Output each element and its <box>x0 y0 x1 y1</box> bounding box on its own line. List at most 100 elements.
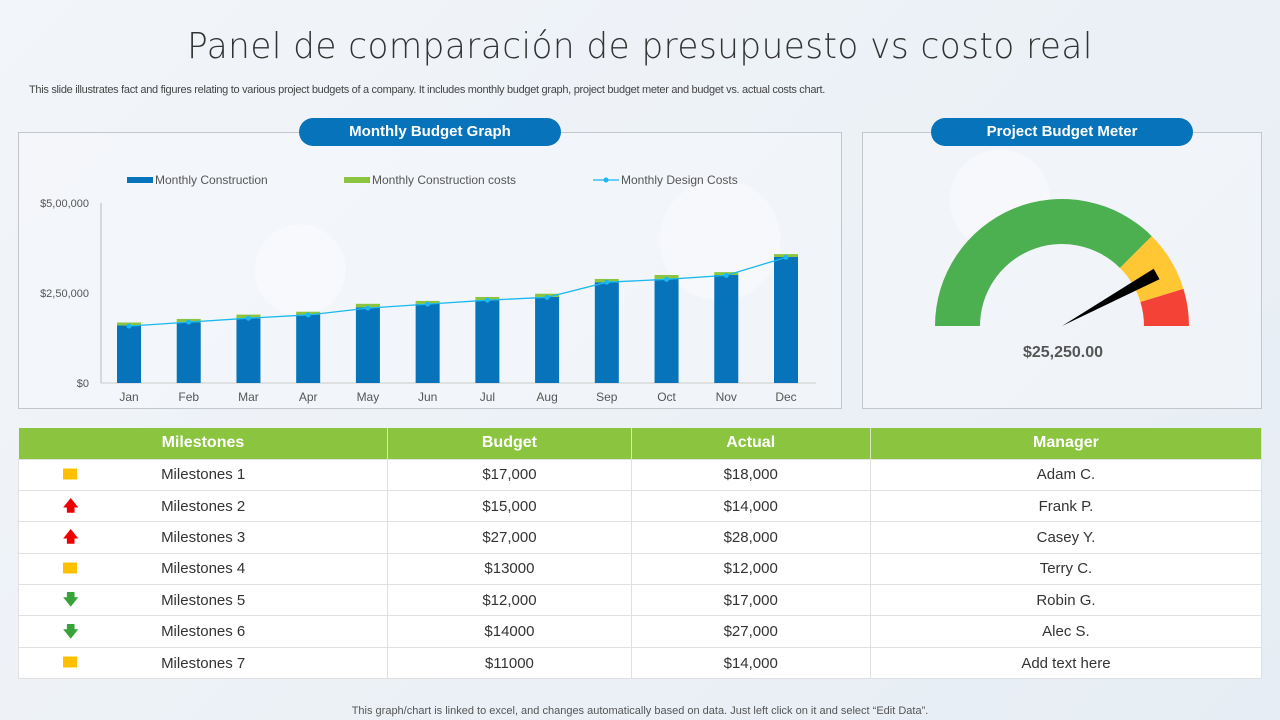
x-tick-label: Jul <box>480 390 495 404</box>
budget-cell: $27,000 <box>387 521 632 554</box>
gauge-green-zone <box>935 199 1152 326</box>
milestone-name: Milestones 4 <box>161 560 246 578</box>
milestone-name: Milestones 5 <box>161 591 246 609</box>
budget-cell: $13000 <box>387 552 632 586</box>
milestone-name: Milestones 1 <box>161 466 246 484</box>
x-tick-label: Dec <box>775 390 796 404</box>
table-row: 🡇 Milestones 6 $14000 $27,000 Alec S. <box>17 615 1263 648</box>
milestone-cell: 🡅 Milestones 2 <box>17 489 389 523</box>
point-design-costs[interactable] <box>544 294 550 300</box>
legend-label: Monthly Construction costs <box>372 173 516 187</box>
col-budget: Budget <box>387 428 632 459</box>
bar-monthly-construction[interactable] <box>714 275 739 383</box>
actual-cell: $27,000 <box>630 615 871 648</box>
milestone-name: Milestones 3 <box>161 528 246 546</box>
actual-cell: $28,000 <box>630 521 871 554</box>
bar-monthly-construction[interactable] <box>176 322 201 383</box>
bar-monthly-construction[interactable] <box>415 303 440 383</box>
budget-graph-panel: $0 $2,50,000 $5,00,000 Jan Feb Mar Apr May Jun Ju… <box>18 132 842 409</box>
budget-cell: $14000 <box>387 615 632 648</box>
point-design-costs[interactable] <box>425 301 431 307</box>
point-design-costs[interactable] <box>604 279 610 285</box>
budget-gauge <box>935 199 1189 326</box>
arrow-up-icon: 🡅 <box>63 497 79 515</box>
x-tick-label: Nov <box>716 390 737 404</box>
point-design-costs[interactable] <box>783 254 789 260</box>
y-tick-label: $2,50,000 <box>40 288 89 300</box>
x-tick-label: Jan <box>119 390 138 404</box>
status-square-icon <box>63 561 77 576</box>
bar-construction-costs[interactable] <box>355 303 380 308</box>
legend-swatch <box>344 177 370 183</box>
point-design-costs[interactable] <box>365 305 371 311</box>
table-row: 🡇 Milestones 5 $12,000 $17,000 Robin G. <box>17 584 1263 617</box>
milestones-table: Milestones Budget Actual Manager Milesto… <box>17 428 1263 680</box>
col-manager: Manager <box>870 428 1263 459</box>
line-design-costs[interactable] <box>128 256 787 327</box>
legend-label: Monthly Design Costs <box>621 173 738 187</box>
manager-cell: Robin G. <box>869 584 1263 617</box>
point-design-costs[interactable] <box>484 297 490 303</box>
point-design-costs[interactable] <box>126 323 132 329</box>
legend-swatch <box>127 177 153 183</box>
table-row: Milestones 7 $11000 $14,000 Add text her… <box>17 646 1263 680</box>
meter-value: $25,250.00 <box>1022 344 1104 361</box>
table-row: 🡅 Milestones 3 $27,000 $28,000 Casey Y. <box>17 521 1263 554</box>
bar-monthly-construction[interactable] <box>475 300 500 383</box>
bar-monthly-construction[interactable] <box>654 278 679 383</box>
milestone-cell: 🡇 Milestones 6 <box>17 615 389 648</box>
budget-chart[interactable]: $0 $2,50,000 $5,00,000 Jan Feb Mar Apr May Jun Ju… <box>19 133 843 410</box>
budget-cell: $11000 <box>387 646 632 680</box>
budget-graph-header: Monthly Budget Graph <box>299 118 561 146</box>
x-tick-label: Mar <box>238 390 259 404</box>
point-design-costs[interactable] <box>186 319 192 325</box>
manager-cell: Add text here <box>869 646 1263 680</box>
arrow-down-icon: 🡇 <box>63 591 79 609</box>
actual-cell: $14,000 <box>630 489 871 523</box>
manager-cell: Adam C. <box>869 458 1263 491</box>
col-actual: Actual <box>631 428 871 459</box>
milestone-cell: Milestones 1 <box>17 458 389 491</box>
x-tick-label: Aug <box>536 390 557 404</box>
actual-cell: $12,000 <box>630 552 871 586</box>
milestone-name: Milestones 6 <box>161 623 246 641</box>
manager-cell: Frank P. <box>869 489 1263 523</box>
footer-note: This graph/chart is linked to excel, and… <box>351 705 929 717</box>
bar-monthly-construction[interactable] <box>535 296 560 383</box>
gauge-red-zone <box>1140 288 1189 326</box>
x-tick-label: Sep <box>596 390 618 404</box>
budget-cell: $12,000 <box>387 584 632 617</box>
x-tick-label: Apr <box>299 390 318 404</box>
bar-monthly-construction[interactable] <box>236 318 261 383</box>
point-design-costs[interactable] <box>245 315 251 321</box>
x-tick-label: Feb <box>178 390 199 404</box>
bar-monthly-construction[interactable] <box>355 307 380 383</box>
page-title: Panel de comparación de presupuesto vs c… <box>187 26 1093 67</box>
bar-monthly-construction[interactable] <box>594 282 619 383</box>
x-tick-label: May <box>357 390 380 404</box>
budget-cell: $17,000 <box>387 458 632 491</box>
legend-label: Monthly Construction <box>155 173 268 187</box>
milestone-name: Milestones 7 <box>161 654 246 672</box>
point-design-costs[interactable] <box>723 272 729 278</box>
x-tick-label: Jun <box>418 390 437 404</box>
status-square-icon <box>63 656 77 671</box>
table-row: Milestones 4 $13000 $12,000 Terry C. <box>17 552 1263 586</box>
milestone-name: Milestones 2 <box>161 497 246 515</box>
col-milestones: Milestones <box>18 428 389 459</box>
bar-monthly-construction[interactable] <box>774 257 798 383</box>
manager-cell: Casey Y. <box>869 521 1263 554</box>
manager-cell: Alec S. <box>869 615 1263 648</box>
budget-cell: $15,000 <box>387 489 632 523</box>
arrow-down-icon: 🡇 <box>63 623 79 641</box>
actual-cell: $17,000 <box>630 584 871 617</box>
point-design-costs[interactable] <box>664 276 670 282</box>
manager-cell: Terry C. <box>869 552 1263 586</box>
bar-monthly-construction[interactable] <box>117 325 141 383</box>
actual-cell: $18,000 <box>630 458 871 491</box>
y-tick-label: $5,00,000 <box>40 198 89 210</box>
point-design-costs[interactable] <box>305 312 311 318</box>
budget-meter-panel: $25,250.00 <box>862 132 1262 409</box>
table-row: Milestones 1 $17,000 $18,000 Adam C. <box>17 458 1263 491</box>
bar-monthly-construction[interactable] <box>296 314 321 383</box>
